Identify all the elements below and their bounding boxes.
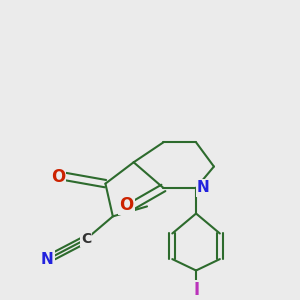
- Text: I: I: [193, 281, 199, 299]
- Text: O: O: [51, 167, 65, 185]
- Text: O: O: [119, 196, 133, 214]
- Text: C: C: [81, 232, 91, 246]
- Text: N: N: [197, 180, 210, 195]
- Text: N: N: [41, 252, 54, 267]
